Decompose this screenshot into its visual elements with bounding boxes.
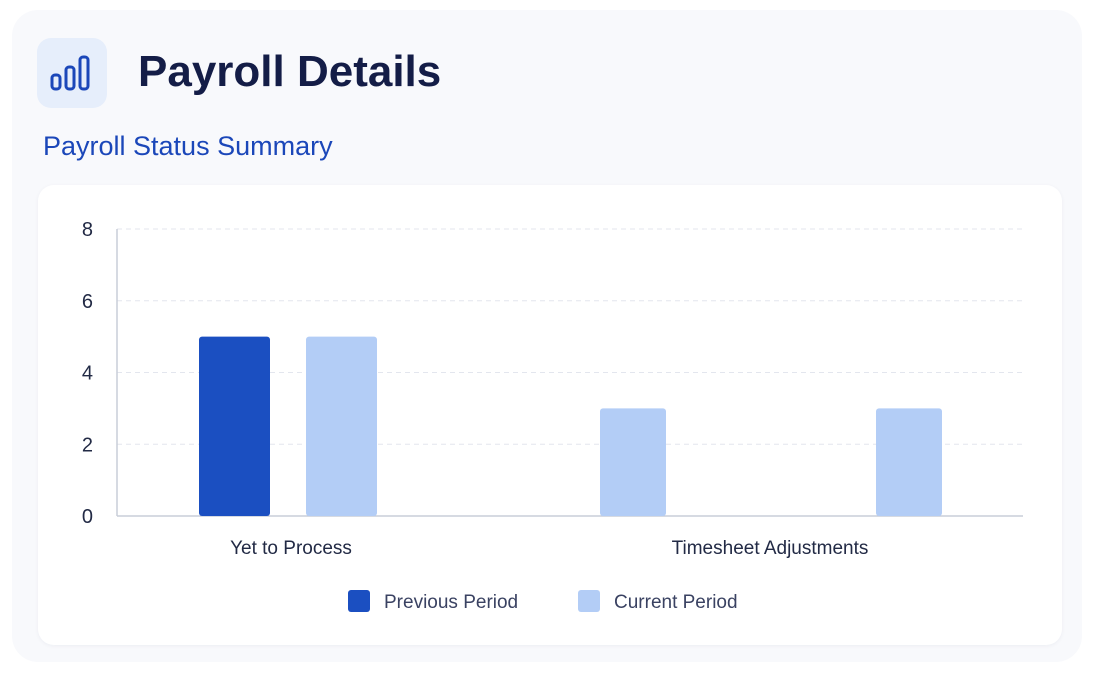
chart-card: 0 2 4 6 8 Yet to Process Timesheet Adjustments…: [38, 185, 1062, 645]
bar-yet-to-process-current: [306, 336, 377, 516]
legend-label: Previous Period: [384, 592, 518, 613]
y-tick-label: 8: [82, 219, 93, 241]
payroll-status-chart: 0 2 4 6 8 Yet to Process Timesheet Adjustments…: [82, 219, 1023, 613]
bar-timesheet-adjustments-extra: [876, 408, 942, 516]
page-title: Payroll Details: [138, 47, 442, 96]
y-tick-label: 6: [82, 291, 93, 313]
legend-label: Current Period: [614, 592, 738, 613]
x-category-label: Timesheet Adjustments: [672, 538, 869, 559]
y-tick-label: 0: [82, 506, 93, 528]
y-tick-label: 2: [82, 434, 93, 456]
section-title: Payroll Status Summary: [43, 131, 333, 161]
bar-timesheet-adjustments-current: [600, 408, 666, 516]
legend-swatch: [348, 590, 370, 612]
y-tick-label: 4: [82, 363, 93, 385]
x-category-label: Yet to Process: [230, 538, 352, 559]
bar-yet-to-process-previous: [199, 336, 270, 516]
legend-swatch: [578, 590, 600, 612]
bar-chart-icon: [37, 38, 107, 108]
